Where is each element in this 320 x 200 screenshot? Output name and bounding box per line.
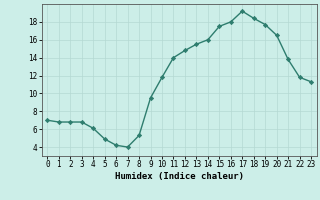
- X-axis label: Humidex (Indice chaleur): Humidex (Indice chaleur): [115, 172, 244, 181]
